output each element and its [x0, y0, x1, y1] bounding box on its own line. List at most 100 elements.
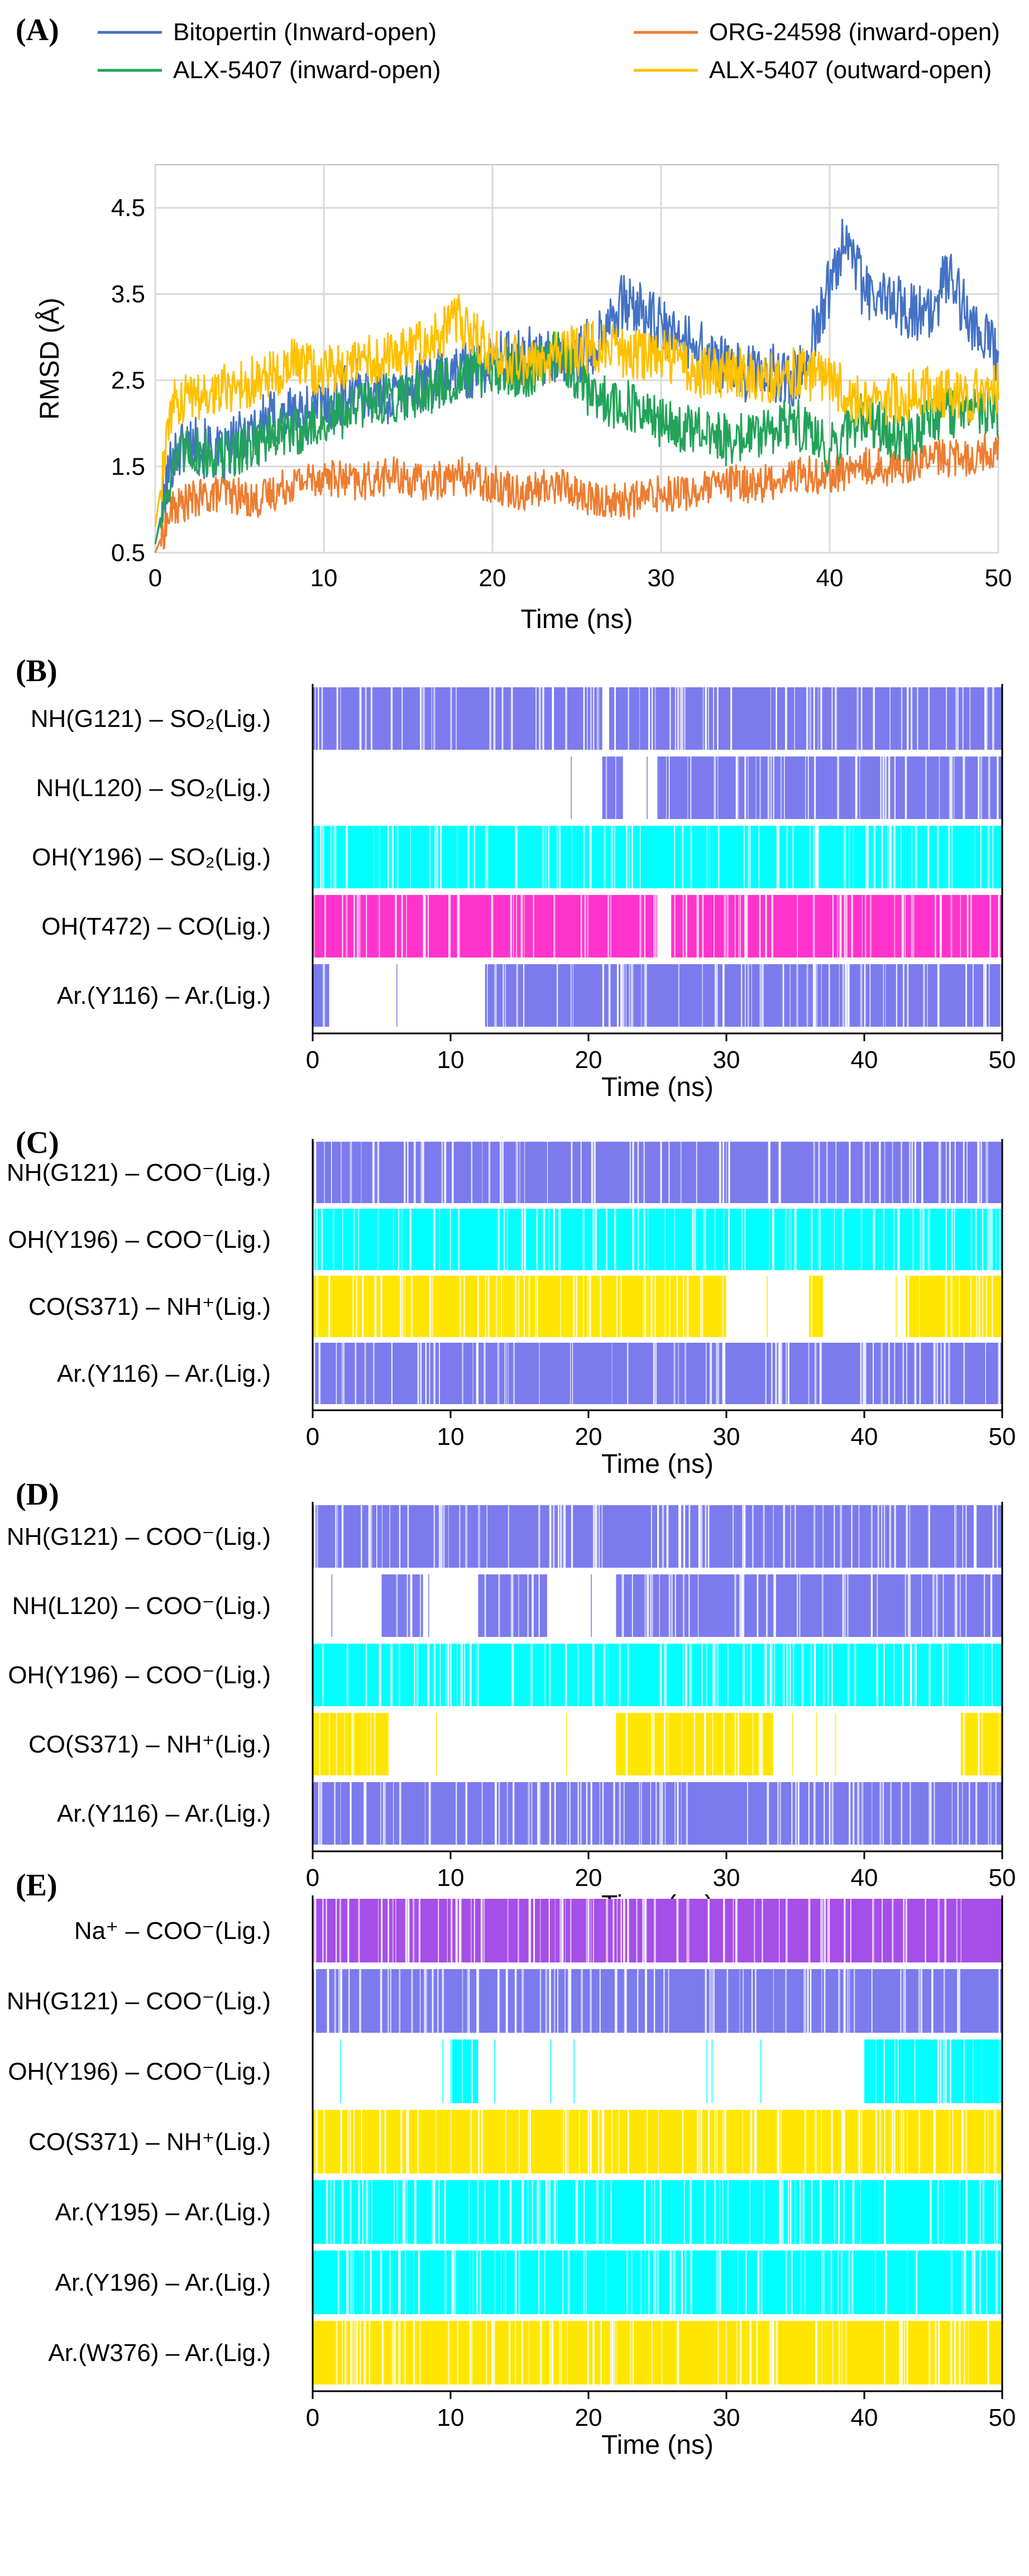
- occupancy-gap: [433, 1209, 435, 1270]
- occupancy-gap: [644, 895, 645, 957]
- occupancy-gap: [468, 826, 470, 888]
- occupancy-gap: [515, 1276, 517, 1337]
- occupancy-gap: [495, 964, 497, 1027]
- occupancy-gap: [403, 2180, 405, 2244]
- x-tick-label: 20: [575, 1864, 602, 1892]
- occupancy-gap: [702, 895, 704, 957]
- occupancy-gap: [776, 826, 778, 888]
- occupancy-gap: [929, 2180, 932, 2244]
- occupancy-gap: [982, 1209, 984, 1270]
- occupancy-gap: [602, 1782, 604, 1845]
- occupancy-gap: [524, 1209, 525, 1270]
- occupancy-gap: [498, 1574, 500, 1637]
- occupancy-gap: [945, 1276, 947, 1337]
- occupancy-gap: [931, 1969, 934, 2033]
- occupancy-gap: [759, 756, 761, 819]
- occupancy-gap: [409, 1209, 411, 1270]
- occupancy-gap: [838, 2180, 840, 2244]
- occupancy-gap: [433, 1644, 436, 1706]
- occupancy-gap: [342, 895, 343, 957]
- occupancy-gap: [344, 2321, 347, 2385]
- occupancy-band: [313, 1899, 1002, 1962]
- occupancy-gap: [429, 1343, 430, 1404]
- occupancy-gap: [645, 1969, 647, 2033]
- occupancy-gap: [795, 1505, 796, 1568]
- occupancy-gap: [824, 1899, 826, 1962]
- occupancy-gap: [888, 756, 891, 819]
- occupancy-gap: [498, 1782, 500, 1845]
- occupancy-gap: [434, 826, 436, 888]
- occupancy-gap: [907, 687, 909, 750]
- occupancy-gap: [337, 2251, 339, 2314]
- occupancy-gap: [985, 1343, 987, 1404]
- occupancy-gap: [576, 1276, 577, 1337]
- occupancy-gap: [568, 1969, 570, 2033]
- occupancy-gap: [688, 1574, 690, 1637]
- occupancy-gap: [519, 2251, 520, 2314]
- occupancy-gap: [387, 826, 389, 888]
- occupancy-gap: [346, 1644, 348, 1706]
- occupancy-gap: [747, 895, 748, 957]
- occupancy-gap: [814, 756, 816, 819]
- occupancy-gap: [975, 826, 976, 888]
- occupancy-gap: [852, 2180, 855, 2244]
- occupancy-gap: [690, 756, 692, 819]
- occupancy-gap: [927, 826, 930, 888]
- occupancy-gap: [442, 1505, 445, 1568]
- occupancy-gap: [477, 2180, 479, 2244]
- occupancy-gap: [616, 964, 619, 1027]
- occupancy-gap: [470, 2321, 473, 2385]
- occupancy-gap: [730, 687, 733, 750]
- occupancy-gap: [826, 1142, 828, 1203]
- occupancy-gap: [963, 1343, 965, 1404]
- occupancy-gap: [587, 2110, 590, 2173]
- occupancy-gap: [460, 1899, 462, 1962]
- occupancy-gap: [909, 1142, 911, 1203]
- occupancy-gap: [497, 1969, 500, 2033]
- occupancy-gap: [459, 1505, 461, 1568]
- occupancy-gap: [529, 2110, 531, 2173]
- occupancy-gap: [315, 687, 316, 750]
- occupancy-gap: [413, 1142, 416, 1203]
- occupancy-gap: [567, 2321, 568, 2385]
- occupancy-gap: [615, 756, 616, 819]
- occupancy-gap: [530, 2110, 531, 2173]
- occupancy-gap: [333, 2180, 335, 2244]
- occupancy-gap: [587, 2321, 589, 2385]
- occupancy-gap: [419, 1574, 422, 1637]
- occupancy-gap: [598, 687, 600, 750]
- occupancy-gap: [691, 1644, 692, 1706]
- occupancy-gap: [677, 1782, 679, 1845]
- occupancy-gap: [457, 1644, 458, 1706]
- occupancy-gap: [735, 1899, 738, 1962]
- occupancy-gap: [894, 2110, 896, 2173]
- occupancy-gap: [685, 1343, 687, 1404]
- occupancy-gap: [907, 2251, 908, 2314]
- occupancy-gap: [963, 1142, 964, 1203]
- occupancy-gap: [444, 1142, 446, 1203]
- occupancy-gap: [930, 1782, 932, 1845]
- occupancy-gap: [456, 687, 457, 750]
- x-tick-label: 0: [306, 1423, 319, 1450]
- occupancy-gap: [590, 1782, 592, 1845]
- occupancy-gap: [481, 1899, 482, 1962]
- occupancy-gap: [370, 2251, 372, 2314]
- occupancy-gap: [962, 1782, 963, 1845]
- occupancy-gap: [699, 1505, 701, 1568]
- occupancy-gap: [664, 1276, 666, 1337]
- occupancy-gap: [893, 1644, 895, 1706]
- occupancy-gap: [740, 895, 741, 957]
- occupancy-gap: [527, 2180, 529, 2244]
- occupancy-gap: [373, 1142, 375, 1203]
- occupancy-gap: [894, 1505, 896, 1568]
- occupancy-gap: [882, 1899, 883, 1962]
- occupancy-gap: [860, 1343, 862, 1404]
- occupancy-gap: [984, 1574, 985, 1637]
- occupancy-gap: [862, 895, 863, 957]
- occupancy-gap: [506, 1782, 508, 1845]
- occupancy-gap: [315, 2110, 318, 2173]
- occupancy-gap: [522, 1969, 524, 2033]
- occupancy-gap: [459, 1899, 460, 1962]
- occupancy-gap: [530, 1644, 533, 1706]
- occupancy-gap: [602, 964, 604, 1027]
